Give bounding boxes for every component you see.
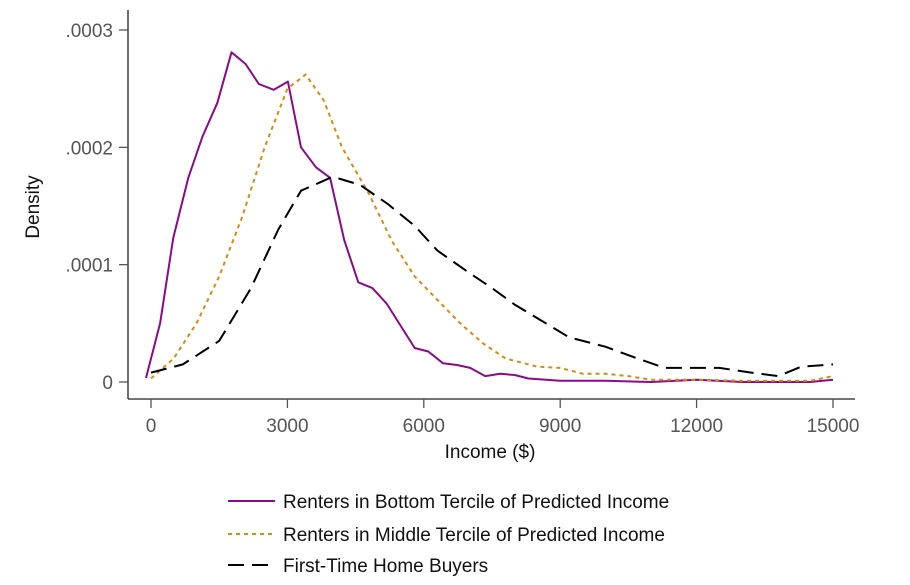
legend-item-1: Renters in Middle Tercile of Predicted I… — [228, 525, 665, 546]
series-line-2 — [150, 175, 834, 378]
x-tick-label: 0 — [146, 416, 157, 437]
legend-label: Renters in Bottom Tercile of Predicted I… — [283, 492, 669, 513]
series-line-1 — [150, 73, 834, 382]
legend-label: Renters in Middle Tercile of Predicted I… — [283, 525, 665, 546]
series-line-0 — [145, 51, 834, 383]
legend-label: First-Time Home Buyers — [283, 556, 488, 577]
legend-item-0: Renters in Bottom Tercile of Predicted I… — [228, 492, 669, 513]
legend-item-2: First-Time Home Buyers — [228, 556, 488, 577]
x-ticks: 0 3000 6000 9000 12000 15000 — [146, 399, 860, 437]
y-axis-label: Density — [23, 175, 44, 239]
x-tick-label: 6000 — [403, 416, 445, 437]
x-axis-label: Income ($) — [445, 442, 536, 463]
legend: Renters in Bottom Tercile of Predicted I… — [228, 492, 669, 577]
y-tick-label: 0 — [102, 373, 113, 394]
x-tick-label: 12000 — [670, 416, 723, 437]
y-tick-label: .0001 — [65, 256, 113, 277]
x-tick-label: 3000 — [266, 416, 308, 437]
y-ticks: 0 .0001 .0002 .0003 — [65, 21, 128, 394]
x-tick-label: 9000 — [539, 416, 581, 437]
y-tick-label: .0002 — [65, 138, 113, 159]
y-tick-label: .0003 — [65, 21, 113, 42]
x-tick-label: 15000 — [807, 416, 860, 437]
series-lines — [145, 51, 834, 383]
